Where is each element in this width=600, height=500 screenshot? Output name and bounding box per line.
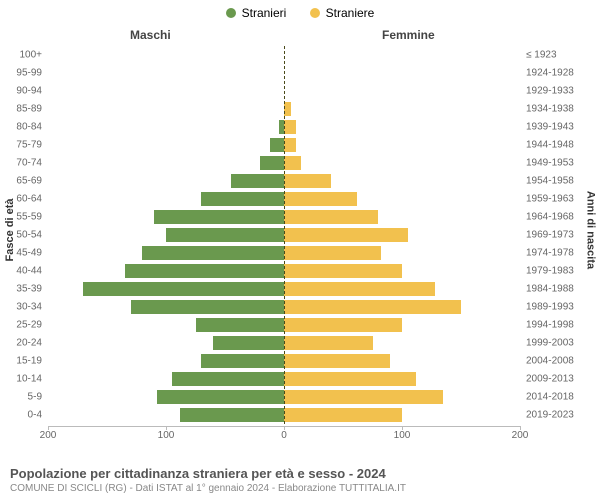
x-tick-label: 200: [40, 430, 57, 441]
birth-year-label: 1994-1998: [526, 320, 574, 331]
bar-male: [213, 336, 284, 350]
age-group-label: 10-14: [16, 374, 42, 385]
bar-male: [157, 390, 284, 404]
center-axis-line: [284, 46, 285, 424]
age-group-label: 55-59: [16, 212, 42, 223]
bar-female: [284, 210, 378, 224]
birth-year-label: 1984-1988: [526, 284, 574, 295]
age-group-label: 35-39: [16, 284, 42, 295]
legend-swatch-female: [310, 8, 320, 18]
bar-female: [284, 282, 435, 296]
age-group-label: 45-49: [16, 248, 42, 259]
bar-male: [231, 174, 284, 188]
birth-year-label: 1954-1958: [526, 176, 574, 187]
y-axis-title-right: Anni di nascita: [584, 191, 596, 269]
age-group-label: 25-29: [16, 320, 42, 331]
age-group-label: 30-34: [16, 302, 42, 313]
bar-male: [180, 408, 284, 422]
bar-male: [125, 264, 284, 278]
bar-female: [284, 336, 373, 350]
bar-male: [260, 156, 284, 170]
legend-item-male: Stranieri: [226, 6, 287, 20]
legend: Stranieri Straniere: [0, 6, 600, 21]
bar-female: [284, 318, 402, 332]
x-tick-label: 100: [394, 430, 411, 441]
birth-year-label: 1924-1928: [526, 68, 574, 79]
column-header-male: Maschi: [130, 28, 171, 42]
y-axis-title-left: Fasce di età: [4, 199, 16, 262]
bar-female: [284, 354, 390, 368]
age-group-label: 0-4: [28, 410, 42, 421]
birth-year-label: 1989-1993: [526, 302, 574, 313]
age-group-label: 85-89: [16, 104, 42, 115]
chart-title: Popolazione per cittadinanza straniera p…: [10, 466, 590, 481]
column-header-female: Femmine: [382, 28, 435, 42]
birth-year-label: 1964-1968: [526, 212, 574, 223]
bar-female: [284, 372, 416, 386]
birth-year-label: 1944-1948: [526, 140, 574, 151]
population-pyramid-chart: 100+≤ 192395-991924-192890-941929-193385…: [48, 46, 520, 424]
bar-female: [284, 156, 301, 170]
age-group-label: 50-54: [16, 230, 42, 241]
bar-female: [284, 120, 296, 134]
bar-female: [284, 408, 402, 422]
age-group-label: 40-44: [16, 266, 42, 277]
age-group-label: 65-69: [16, 176, 42, 187]
x-axis-ticks: 2001000100200: [48, 430, 520, 444]
birth-year-label: 1999-2003: [526, 338, 574, 349]
bar-female: [284, 174, 331, 188]
birth-year-label: 1934-1938: [526, 104, 574, 115]
bar-male: [201, 192, 284, 206]
age-group-label: 90-94: [16, 86, 42, 97]
age-group-label: 15-19: [16, 356, 42, 367]
bar-male: [154, 210, 284, 224]
chart-subtitle: COMUNE DI SCICLI (RG) - Dati ISTAT al 1°…: [10, 483, 590, 494]
birth-year-label: 2009-2013: [526, 374, 574, 385]
birth-year-label: 2014-2018: [526, 392, 574, 403]
chart-footer: Popolazione per cittadinanza straniera p…: [10, 466, 590, 494]
bar-female: [284, 246, 381, 260]
bar-female: [284, 102, 291, 116]
bar-male: [201, 354, 284, 368]
x-tick-label: 0: [281, 430, 287, 441]
age-group-label: 75-79: [16, 140, 42, 151]
age-group-label: 95-99: [16, 68, 42, 79]
bar-female: [284, 192, 357, 206]
x-tick-label: 200: [512, 430, 529, 441]
bar-female: [284, 228, 408, 242]
birth-year-label: 2004-2008: [526, 356, 574, 367]
birth-year-label: 1979-1983: [526, 266, 574, 277]
bar-male: [142, 246, 284, 260]
age-group-label: 5-9: [28, 392, 42, 403]
legend-item-female: Straniere: [310, 6, 375, 20]
birth-year-label: 1939-1943: [526, 122, 574, 133]
bar-male: [196, 318, 285, 332]
chart-container: Stranieri Straniere Maschi Femmine Fasce…: [0, 0, 600, 500]
bar-male: [270, 138, 284, 152]
bar-male: [131, 300, 284, 314]
age-group-label: 20-24: [16, 338, 42, 349]
age-group-label: 60-64: [16, 194, 42, 205]
birth-year-label: 1959-1963: [526, 194, 574, 205]
bar-female: [284, 390, 443, 404]
birth-year-label: 1974-1978: [526, 248, 574, 259]
legend-swatch-male: [226, 8, 236, 18]
bar-female: [284, 264, 402, 278]
age-group-label: 100+: [19, 50, 42, 61]
bar-female: [284, 300, 461, 314]
legend-label-female: Straniere: [326, 6, 375, 20]
age-group-label: 80-84: [16, 122, 42, 133]
birth-year-label: 2019-2023: [526, 410, 574, 421]
legend-label-male: Stranieri: [242, 6, 287, 20]
x-tick-label: 100: [158, 430, 175, 441]
bar-female: [284, 138, 296, 152]
bar-male: [172, 372, 284, 386]
bar-male: [166, 228, 284, 242]
birth-year-label: 1969-1973: [526, 230, 574, 241]
birth-year-label: 1949-1953: [526, 158, 574, 169]
bar-male: [83, 282, 284, 296]
birth-year-label: 1929-1933: [526, 86, 574, 97]
age-group-label: 70-74: [16, 158, 42, 169]
birth-year-label: ≤ 1923: [526, 50, 557, 61]
